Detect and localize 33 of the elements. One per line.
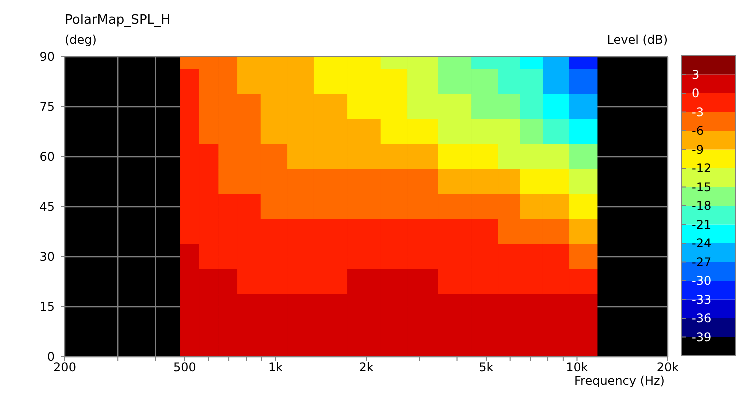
color-bar-title: Level (dB): [607, 33, 668, 47]
color-bar-label: -27: [692, 255, 712, 270]
color-bar-label: -30: [692, 274, 712, 288]
y-axis-title: (deg): [65, 33, 97, 47]
color-bar-label: -6: [692, 124, 704, 138]
color-bar-label: -33: [692, 292, 712, 307]
x-tick-label: 2k: [359, 360, 374, 375]
y-tick-label: 90: [40, 50, 55, 64]
color-bar-label: -12: [692, 162, 712, 176]
x-axis-title: Frequency (Hz): [574, 374, 665, 388]
x-tick-label: 500: [174, 360, 196, 375]
y-tick-label: 45: [40, 200, 55, 214]
x-tick-label: 1k: [268, 360, 284, 375]
chart-title: PolarMap_SPL_H: [65, 13, 171, 28]
color-bar-label: 0: [692, 86, 700, 100]
color-bar-label: -39: [692, 330, 712, 344]
x-tick-label: 20k: [656, 360, 680, 375]
color-bar-label: -36: [692, 312, 712, 326]
color-bar-label: -15: [692, 180, 712, 194]
y-tick-label: 0: [47, 350, 55, 364]
y-tick-label: 15: [40, 300, 55, 314]
y-tick-label: 75: [40, 100, 55, 114]
color-bar-label: -21: [692, 218, 712, 232]
color-bar-label: -3: [692, 105, 704, 120]
color-bar-label: 3: [692, 68, 700, 82]
color-bar-label: -18: [692, 199, 712, 213]
x-tick-label: 200: [54, 360, 76, 375]
x-tick-label: 10k: [566, 360, 588, 375]
y-tick-label: 30: [40, 250, 55, 264]
color-bar-label: -9: [692, 142, 704, 157]
y-tick-label: 60: [40, 150, 55, 164]
color-bar-label: -24: [692, 236, 712, 250]
x-tick-label: 5k: [479, 360, 494, 375]
